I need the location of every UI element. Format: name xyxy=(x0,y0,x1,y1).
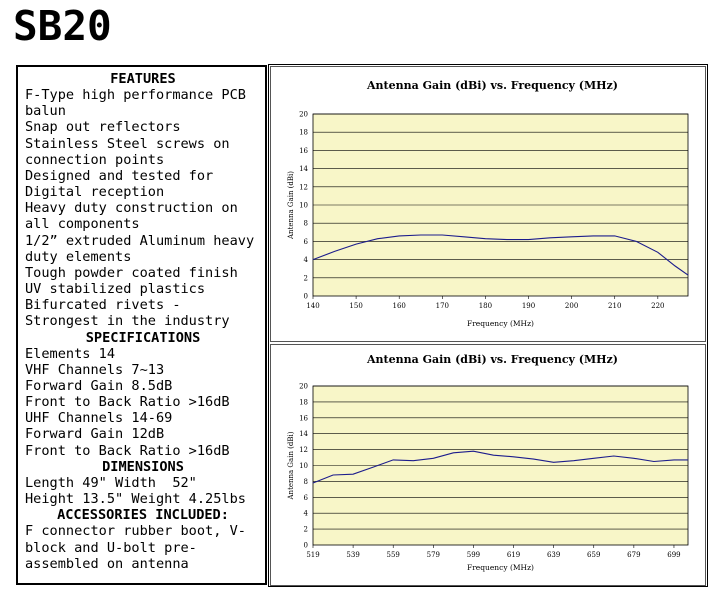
spec-line: block and U-bolt pre- xyxy=(25,539,197,556)
y-tick-label: 6 xyxy=(304,494,309,502)
specifications-panel: FEATURES F-Type high performance PCB balun… xyxy=(16,65,267,585)
spec-line: Forward Gain 12dB xyxy=(25,426,165,443)
vhf-gain-chart: Antenna Gain (dBi) vs. Frequency (MHz) 0 2… xyxy=(270,66,706,342)
y-tick-label: 2 xyxy=(304,526,308,534)
x-axis-label: Frequency (MHz) xyxy=(467,319,534,328)
spec-line: all components xyxy=(25,216,140,233)
spec-line: UHF Channels 14-69 xyxy=(25,410,173,427)
spec-line: Forward Gain 8.5dB xyxy=(25,377,173,394)
x-tick-label: 210 xyxy=(608,302,621,310)
spec-line: balun xyxy=(25,103,66,120)
vhf-gain-chart-svg: Antenna Gain (dBi) vs. Frequency (MHz) 0 2… xyxy=(287,79,689,328)
x-tick-label: 599 xyxy=(467,551,480,559)
x-tick-label: 220 xyxy=(651,302,664,310)
section-heading: DIMENSIONS xyxy=(102,458,184,475)
x-axis-label: Frequency (MHz) xyxy=(467,563,534,572)
y-tick-label: 14 xyxy=(299,165,308,173)
y-axis-label: Antenna Gain (dBi) xyxy=(287,171,295,240)
y-tick-label: 18 xyxy=(299,398,308,406)
x-tick-label: 579 xyxy=(427,551,440,559)
spec-line: Snap out reflectors xyxy=(25,119,181,136)
spec-line: Strongest in the industry xyxy=(25,313,230,330)
y-tick-label: 4 xyxy=(304,256,309,264)
x-tick-label: 519 xyxy=(306,551,319,559)
y-tick-label: 8 xyxy=(304,478,308,486)
y-tick-label: 6 xyxy=(304,238,309,246)
x-tick-label: 170 xyxy=(436,302,449,310)
section-heading: ACCESSORIES INCLUDED: xyxy=(57,507,229,524)
x-tick-label: 559 xyxy=(387,551,400,559)
x-tick-label: 140 xyxy=(306,302,319,310)
y-tick-label: 0 xyxy=(304,293,308,301)
spec-line: duty elements xyxy=(25,248,132,265)
y-tick-label: 20 xyxy=(299,111,308,119)
x-tick-label: 160 xyxy=(393,302,406,310)
y-tick-label: 12 xyxy=(299,446,308,454)
y-tick-label: 12 xyxy=(299,183,308,191)
y-tick-label: 14 xyxy=(299,430,308,438)
spec-line: Tough powder coated finish xyxy=(25,264,238,281)
spec-line: Designed and tested for xyxy=(25,167,214,184)
y-tick-label: 10 xyxy=(299,462,308,470)
spec-line: Heavy duty construction on xyxy=(25,200,238,217)
spec-line: VHF Channels 7~13 xyxy=(25,361,165,378)
spec-line: Stainless Steel screws on xyxy=(25,135,230,152)
chart-title: Antenna Gain (dBi) vs. Frequency (MHz) xyxy=(366,79,618,92)
spec-line: connection points xyxy=(25,151,165,168)
spec-line: Height 13.5" Weight 4.25lbs xyxy=(25,491,246,508)
y-tick-label: 0 xyxy=(304,542,308,550)
y-tick-label: 8 xyxy=(304,220,308,228)
x-tick-label: 699 xyxy=(667,551,680,559)
y-axis-label: Antenna Gain (dBi) xyxy=(287,431,295,500)
chart-title: Antenna Gain (dBi) vs. Frequency (MHz) xyxy=(366,353,618,366)
spec-line: Length 49" Width 52" xyxy=(25,474,197,491)
x-tick-label: 659 xyxy=(587,551,600,559)
spec-line: assembled on antenna xyxy=(25,555,189,572)
spec-line: Elements 14 xyxy=(25,345,116,362)
y-tick-label: 20 xyxy=(299,383,308,391)
section-heading: FEATURES xyxy=(110,71,176,87)
y-tick-label: 2 xyxy=(304,274,308,282)
y-tick-label: 4 xyxy=(304,510,309,518)
spec-line: 1/2” extruded Aluminum heavy xyxy=(25,232,255,249)
x-tick-label: 180 xyxy=(479,302,492,310)
y-tick-label: 16 xyxy=(299,414,308,422)
x-tick-label: 539 xyxy=(346,551,359,559)
spec-line: F connector rubber boot, V- xyxy=(25,523,246,540)
section-heading: SPECIFICATIONS xyxy=(85,329,201,346)
spec-line: Digital reception xyxy=(25,184,165,201)
uhf-gain-chart: Antenna Gain (dBi) vs. Frequency (MHz) 0 2… xyxy=(270,344,706,586)
spec-line: Front to Back Ratio >16dB xyxy=(25,442,230,459)
x-tick-label: 619 xyxy=(507,551,520,559)
gain-series-line xyxy=(312,234,689,276)
spec-line: F-Type high performance PCB xyxy=(25,87,246,104)
y-tick-label: 18 xyxy=(299,129,308,137)
spec-line: Bifurcated rivets - xyxy=(25,297,181,314)
spec-line: Front to Back Ratio >16dB xyxy=(25,394,230,411)
spec-line: UV stabilized plastics xyxy=(25,281,206,298)
x-tick-label: 150 xyxy=(349,302,362,310)
charts-border xyxy=(268,64,708,587)
x-tick-label: 639 xyxy=(547,551,560,559)
x-tick-label: 200 xyxy=(565,302,578,310)
x-tick-label: 679 xyxy=(627,551,640,559)
page-title: SB20 xyxy=(13,2,112,50)
uhf-gain-chart-svg: Antenna Gain (dBi) vs. Frequency (MHz) 0 2… xyxy=(287,353,689,572)
y-tick-label: 10 xyxy=(299,202,308,210)
gain-series-line xyxy=(312,450,688,484)
x-tick-label: 190 xyxy=(522,302,535,310)
y-tick-label: 16 xyxy=(299,147,308,155)
